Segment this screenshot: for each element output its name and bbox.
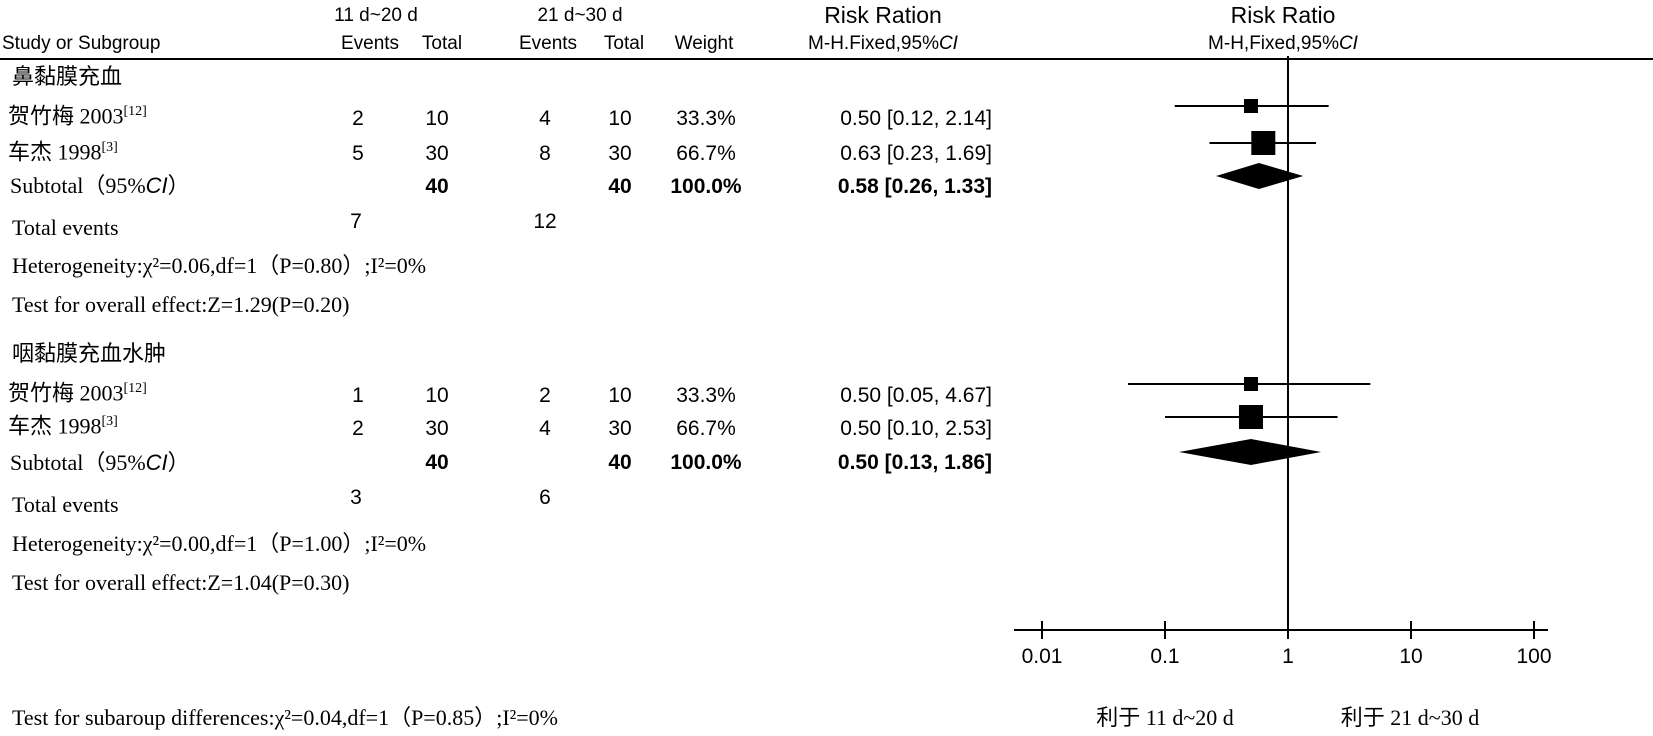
total-events-label: Total events <box>12 215 119 240</box>
total2-cell: 30 <box>608 142 632 165</box>
rr-cell: 0.50 [0.12, 2.14] <box>840 107 992 130</box>
subtotal-total2: 40 <box>608 451 632 474</box>
point-estimate <box>1251 131 1276 155</box>
point-estimate <box>1243 99 1258 113</box>
subgroup-title: 咽黏膜充血水肿 <box>12 341 167 366</box>
group2-header: 21 d~30 d <box>537 5 623 26</box>
total1-cell: 30 <box>425 142 449 165</box>
rr-col-method: M-H.Fixed,95%CI <box>808 33 958 54</box>
axis-left-label: 利于 11 d~20 d <box>1096 705 1234 730</box>
axis-right-label: 利于 21 d~30 d <box>1340 705 1480 730</box>
total1-header: Total <box>421 33 463 54</box>
x-tick-label: 0.1 <box>1150 645 1179 668</box>
subtotal-label: Subtotal（95%CI） <box>10 450 190 475</box>
weight-cell: 66.7% <box>676 417 736 440</box>
header-rule <box>0 58 1653 60</box>
subtotal-rr: 0.50 [0.13, 1.86] <box>837 451 992 474</box>
weight-cell: 33.3% <box>676 107 736 130</box>
events1-header: Events <box>340 33 400 54</box>
events2-cell: 4 <box>539 107 551 130</box>
subtotal-total1: 40 <box>425 175 449 198</box>
events2-cell: 2 <box>539 384 551 407</box>
events1-cell: 5 <box>352 142 364 165</box>
subgroup-title: 鼻黏膜充血 <box>12 64 123 89</box>
events2-cell: 8 <box>539 142 551 165</box>
rr-cell: 0.63 [0.23, 1.69] <box>840 142 992 165</box>
total1-cell: 30 <box>425 417 449 440</box>
study-col-header: Study or Subgroup <box>2 33 161 54</box>
rr-col-title: Risk Ration <box>824 2 942 28</box>
subgroup-differences: Test for subaroup differences:χ²=0.04,df… <box>12 705 558 730</box>
weight-cell: 66.7% <box>676 142 736 165</box>
x-tick-label: 100 <box>1516 645 1551 668</box>
overall-effect: Test for overall effect:Z=1.29(P=0.20) <box>12 292 350 317</box>
group1-header: 11 d~20 d <box>334 5 418 26</box>
study-name: 贺竹梅 2003[12] <box>8 380 147 406</box>
total-events-label: Total events <box>12 492 119 517</box>
rr-cell: 0.50 [0.10, 2.53] <box>840 417 992 440</box>
events1-cell: 2 <box>352 107 364 130</box>
total2-header: Total <box>603 33 645 54</box>
study-name: 车杰 1998[3] <box>8 413 118 439</box>
x-tick-label: 1 <box>1282 645 1294 668</box>
heterogeneity: Heterogeneity:χ²=0.00,df=1（P=1.00）;I²=0% <box>12 531 427 556</box>
point-estimate <box>1243 377 1258 391</box>
plot-title: Risk Ratio <box>1230 2 1336 28</box>
x-tick-label: 10 <box>1399 645 1422 668</box>
plot-method: M-H,Fixed,95%CI <box>1208 33 1358 54</box>
total2-cell: 10 <box>608 384 632 407</box>
subtotal-weight: 100.0% <box>670 451 742 474</box>
subtotal-diamond <box>1216 163 1304 189</box>
events2-header: Events <box>518 33 578 54</box>
subtotal-weight: 100.0% <box>670 175 742 198</box>
x-tick-label: 0.01 <box>1022 645 1063 668</box>
total-events2: 12 <box>533 210 557 233</box>
total-events1: 3 <box>350 486 362 509</box>
subtotal-diamond <box>1179 439 1322 465</box>
subtotal-total1: 40 <box>425 451 449 474</box>
subtotal-rr: 0.58 [0.26, 1.33] <box>837 175 992 198</box>
total2-cell: 30 <box>608 417 632 440</box>
total1-cell: 10 <box>425 384 449 407</box>
subtotal-label: Subtotal（95%CI） <box>10 173 190 198</box>
subtotal-total2: 40 <box>608 175 632 198</box>
study-name: 车杰 1998[3] <box>8 139 118 165</box>
total-events1: 7 <box>350 210 362 233</box>
point-estimate <box>1238 405 1263 429</box>
events1-cell: 2 <box>352 417 364 440</box>
total-events2: 6 <box>539 486 551 509</box>
heterogeneity: Heterogeneity:χ²=0.06,df=1（P=0.80）;I²=0% <box>12 253 427 278</box>
events2-cell: 4 <box>539 417 551 440</box>
study-name: 贺竹梅 2003[12] <box>8 103 147 129</box>
total2-cell: 10 <box>608 107 632 130</box>
events1-cell: 1 <box>352 384 364 407</box>
weight-cell: 33.3% <box>676 384 736 407</box>
weight-header: Weight <box>674 33 734 54</box>
overall-effect: Test for overall effect:Z=1.04(P=0.30) <box>12 570 350 595</box>
rr-cell: 0.50 [0.05, 4.67] <box>840 384 992 407</box>
total1-cell: 10 <box>425 107 449 130</box>
